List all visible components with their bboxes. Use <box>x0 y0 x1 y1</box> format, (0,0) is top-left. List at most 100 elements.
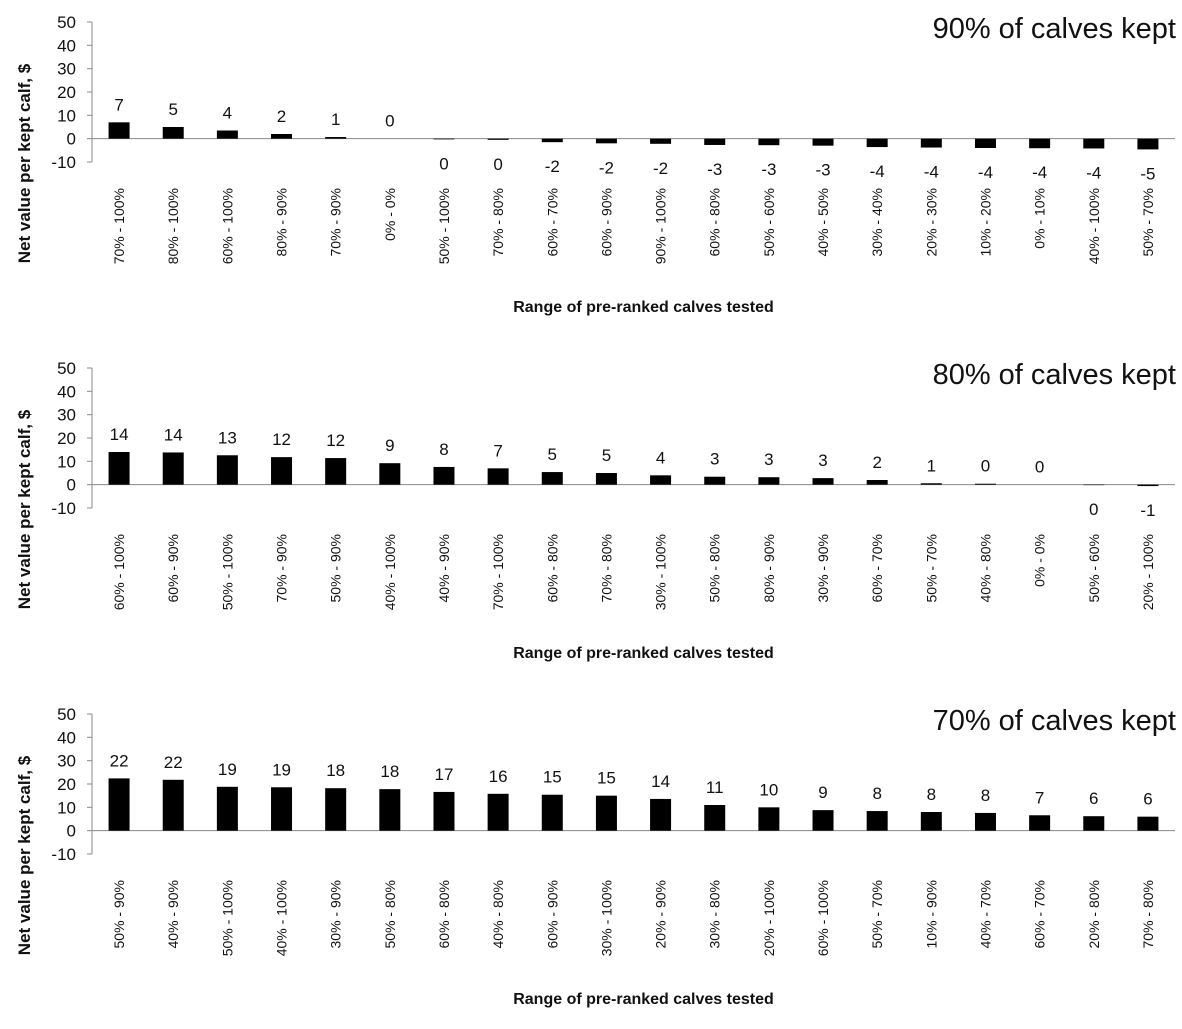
x-tick-label: 60% - 100% <box>219 188 235 264</box>
bar <box>758 477 779 484</box>
data-label: 3 <box>710 450 719 469</box>
x-tick-label: 10% - 20% <box>977 188 993 256</box>
bar <box>867 480 888 485</box>
data-label: -4 <box>978 163 993 182</box>
x-tick-label: 40% - 90% <box>165 880 181 948</box>
y-tick-label: 30 <box>57 406 76 425</box>
bar <box>109 122 130 138</box>
data-label: 22 <box>110 751 129 770</box>
x-tick-label: 30% - 90% <box>815 534 831 602</box>
bar <box>975 139 996 148</box>
x-tick-label: 20% - 30% <box>923 188 939 256</box>
x-tick-label: 80% - 90% <box>274 188 290 256</box>
x-tick-label: 20% - 100% <box>1140 534 1156 610</box>
data-label: 1 <box>331 110 340 129</box>
data-label: 18 <box>326 761 345 780</box>
x-tick-label: 60% - 90% <box>165 534 181 602</box>
data-label: 17 <box>435 765 454 784</box>
y-tick-label: 40 <box>57 382 76 401</box>
bar <box>704 805 725 831</box>
x-tick-label: 70% - 90% <box>328 188 344 256</box>
data-label: 14 <box>110 425 129 444</box>
x-tick-label: 90% - 100% <box>653 188 669 264</box>
bar <box>596 139 617 144</box>
x-tick-label: 60% - 100% <box>111 534 127 610</box>
bar <box>1137 817 1158 831</box>
data-label: 15 <box>597 769 616 788</box>
x-tick-label: 40% - 50% <box>815 188 831 256</box>
bar <box>217 455 238 484</box>
bar <box>488 139 509 140</box>
bar <box>379 463 400 484</box>
x-tick-label: 30% - 90% <box>328 880 344 948</box>
bar <box>163 127 184 139</box>
data-label: -5 <box>1140 164 1155 183</box>
data-label: 15 <box>543 768 562 787</box>
x-tick-label: 50% - 70% <box>869 880 885 948</box>
data-label: 22 <box>164 753 183 772</box>
data-label: 8 <box>981 786 990 805</box>
data-label: 0 <box>1035 458 1044 477</box>
data-label: 0 <box>439 154 448 173</box>
data-label: 8 <box>872 784 881 803</box>
data-label: 16 <box>489 767 508 786</box>
x-tick-label: 50% - 60% <box>761 188 777 256</box>
x-tick-label: 0% - 0% <box>382 188 398 241</box>
x-axis-label: Range of pre-ranked calves tested <box>513 645 774 662</box>
bar <box>217 131 238 139</box>
x-tick-label: 60% - 70% <box>1032 880 1048 948</box>
x-tick-label: 60% - 70% <box>544 188 560 256</box>
bar <box>921 139 942 148</box>
y-tick-label: 40 <box>57 728 76 747</box>
x-tick-label: 50% - 90% <box>328 534 344 602</box>
y-tick-label: 30 <box>57 752 76 771</box>
bar <box>596 473 617 485</box>
bar <box>379 789 400 831</box>
bar <box>433 792 454 831</box>
bar <box>1137 485 1158 486</box>
bar <box>325 458 346 485</box>
x-tick-label: 50% - 100% <box>219 880 235 956</box>
data-label: 13 <box>218 428 237 447</box>
bar <box>271 787 292 830</box>
x-tick-label: 60% - 90% <box>598 188 614 256</box>
x-tick-label: 60% - 80% <box>436 880 452 948</box>
bar <box>271 134 292 139</box>
bar <box>109 778 130 830</box>
y-tick-label: 50 <box>57 359 76 378</box>
data-label: -3 <box>815 161 830 180</box>
y-tick-label: 10 <box>57 106 76 125</box>
bar <box>813 478 834 485</box>
bar <box>758 139 779 146</box>
y-axis-label: Net value per kept calf, $ <box>15 409 34 609</box>
data-label: 3 <box>764 450 773 469</box>
x-tick-label: 60% - 70% <box>869 534 885 602</box>
x-tick-label: 60% - 80% <box>544 534 560 602</box>
data-label: 5 <box>548 445 557 464</box>
x-tick-label: 20% - 90% <box>653 880 669 948</box>
data-label: 8 <box>439 440 448 459</box>
x-tick-label: 80% - 100% <box>165 188 181 264</box>
x-tick-label: 40% - 100% <box>382 534 398 610</box>
x-tick-label: 70% - 90% <box>274 534 290 602</box>
y-tick-label: 30 <box>57 60 76 79</box>
bar <box>1137 139 1158 150</box>
y-tick-label: 20 <box>57 83 76 102</box>
bar <box>1029 815 1050 830</box>
bar <box>867 139 888 147</box>
y-tick-label: 0 <box>67 130 76 149</box>
data-label: -2 <box>545 157 560 176</box>
y-tick-label: -10 <box>51 153 76 172</box>
y-tick-label: 0 <box>67 476 76 495</box>
x-tick-label: 60% - 80% <box>707 188 723 256</box>
bar <box>921 483 942 484</box>
data-label: 0 <box>385 112 394 131</box>
x-tick-label: 40% - 70% <box>977 880 993 948</box>
data-label: -4 <box>870 162 885 181</box>
bar <box>542 139 563 143</box>
x-tick-label: 50% - 100% <box>436 188 452 264</box>
